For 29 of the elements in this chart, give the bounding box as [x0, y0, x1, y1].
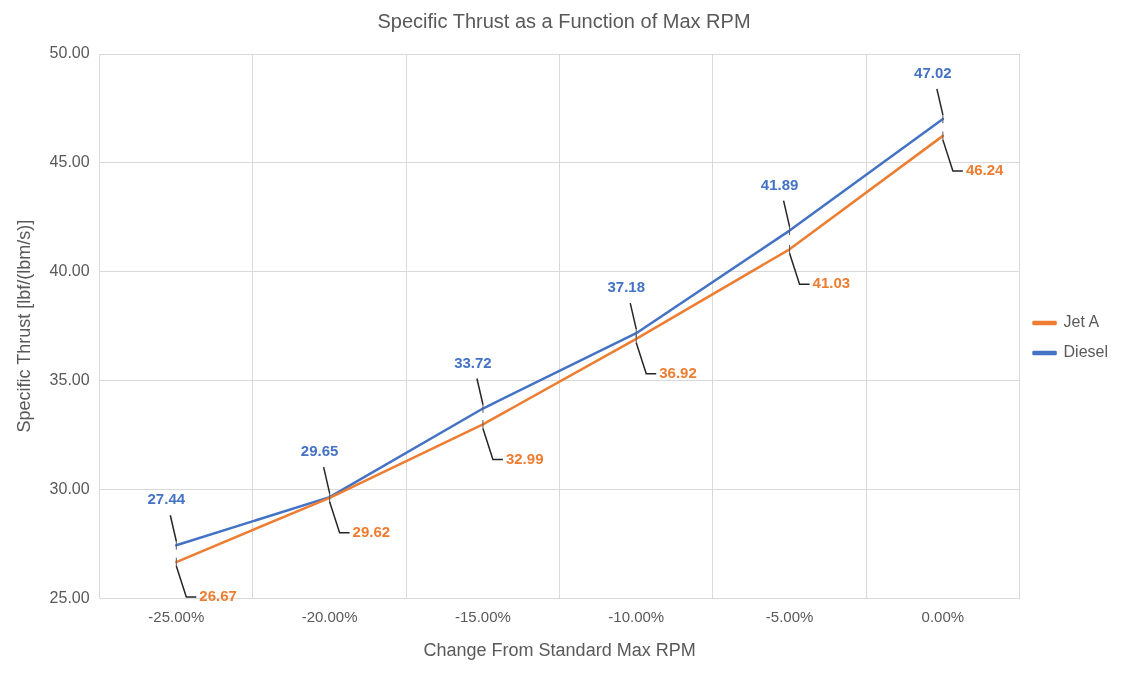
y-tick-label: 30.00 [49, 479, 90, 497]
y-tick-label: 45.00 [49, 153, 90, 171]
data-label: 37.18 [607, 278, 646, 296]
x-tick-label: -25.00% [148, 607, 205, 625]
data-label: 46.24 [965, 161, 1005, 179]
data-label: 27.44 [147, 490, 186, 508]
legend-label: Diesel [1063, 343, 1109, 361]
data-label: 41.03 [812, 274, 851, 292]
data-label: 29.62 [352, 522, 391, 540]
data-label: 32.99 [505, 449, 544, 467]
y-tick-label: 50.00 [49, 44, 90, 62]
y-axis-title: Specific Thrust [lbf/(lbm/s)] [13, 219, 34, 433]
data-label: 33.72 [454, 353, 492, 371]
data-label: 36.92 [659, 363, 697, 381]
chart-title: Specific Thrust as a Function of Max RPM [377, 9, 751, 32]
data-label: 26.67 [199, 587, 237, 605]
x-tick-label: -5.00% [765, 607, 814, 625]
x-tick-label: 0.00% [921, 607, 965, 625]
legend-label: Jet A [1063, 313, 1100, 331]
x-tick-label: -10.00% [608, 607, 665, 625]
x-axis-title: Change From Standard Max RPM [423, 640, 696, 661]
y-tick-label: 40.00 [49, 262, 90, 280]
data-label: 29.65 [300, 442, 339, 460]
data-label: 41.89 [760, 175, 799, 193]
x-tick-label: -15.00% [454, 607, 511, 625]
y-tick-label: 35.00 [49, 371, 90, 389]
x-tick-label: -20.00% [301, 607, 358, 625]
data-label: 47.02 [914, 64, 952, 82]
y-tick-label: 25.00 [49, 588, 90, 606]
